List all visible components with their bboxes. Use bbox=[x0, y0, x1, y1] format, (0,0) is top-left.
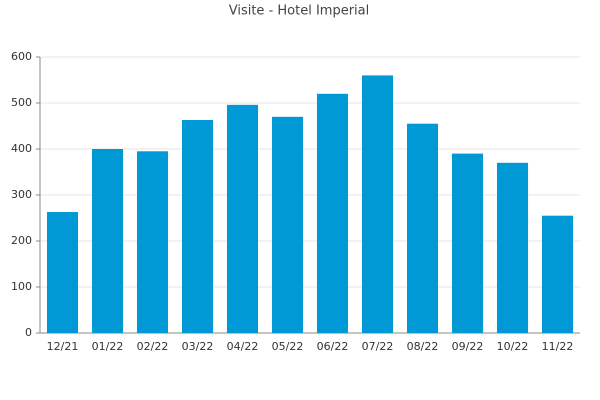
y-tick-label: 300 bbox=[11, 188, 32, 201]
y-tick-label: 500 bbox=[11, 96, 32, 109]
bar bbox=[496, 162, 529, 333]
chart-title: Visite - Hotel Imperial bbox=[229, 4, 370, 19]
bar bbox=[226, 104, 259, 333]
bar bbox=[361, 75, 394, 334]
x-tick-label: 08/22 bbox=[407, 340, 439, 353]
y-tick-label: 200 bbox=[11, 234, 32, 247]
x-tick-label: 04/22 bbox=[227, 340, 259, 353]
y-tick-label: 100 bbox=[11, 280, 32, 293]
x-tick-label: 05/22 bbox=[272, 340, 304, 353]
x-tick-label: 01/22 bbox=[92, 340, 124, 353]
bar bbox=[181, 120, 214, 334]
y-tick-label: 400 bbox=[11, 142, 32, 155]
y-tick-label: 0 bbox=[25, 326, 32, 339]
x-tick-label: 12/21 bbox=[47, 340, 79, 353]
x-tick-label: 06/22 bbox=[317, 340, 349, 353]
bar bbox=[406, 123, 439, 333]
x-tick-label: 10/22 bbox=[497, 340, 529, 353]
x-tick-label: 03/22 bbox=[182, 340, 214, 353]
bar bbox=[541, 215, 574, 333]
bar bbox=[91, 149, 124, 333]
bar bbox=[136, 151, 169, 333]
x-tick-label: 02/22 bbox=[137, 340, 169, 353]
y-tick-label: 600 bbox=[11, 50, 32, 63]
x-tick-label: 09/22 bbox=[452, 340, 484, 353]
bar bbox=[451, 153, 484, 333]
bar bbox=[46, 212, 79, 333]
x-tick-label: 07/22 bbox=[362, 340, 394, 353]
bar bbox=[271, 116, 304, 333]
bar bbox=[316, 93, 349, 333]
x-tick-label: 11/22 bbox=[542, 340, 574, 353]
